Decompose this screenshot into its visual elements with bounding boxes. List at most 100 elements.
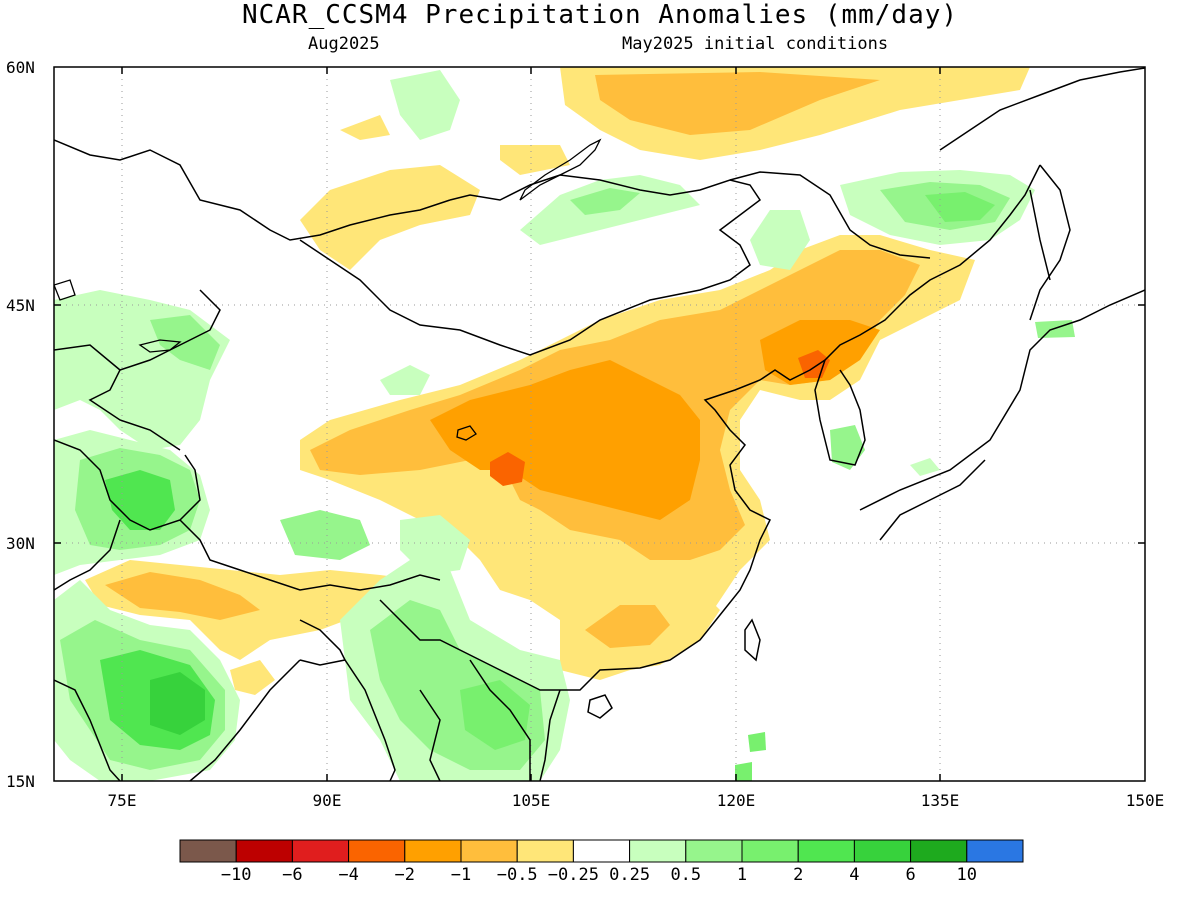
wet-region-ne-china — [750, 210, 810, 270]
plot-frame — [53, 66, 1146, 782]
coastline-india — [54, 679, 121, 781]
valid-month-label: Aug2025 — [308, 34, 380, 54]
wet-region-tarim — [380, 365, 430, 395]
colorbar-label: −2 — [395, 865, 415, 885]
graticule — [54, 67, 1145, 781]
dry-region-kazakh — [340, 115, 390, 140]
border-russia-kazakhstan — [54, 139, 451, 241]
colorbar-label: 0.5 — [670, 865, 701, 885]
coastline-indochina — [539, 689, 561, 781]
lon-label-135e: 135E — [921, 791, 960, 810]
colorbar-label: 6 — [905, 865, 915, 885]
border-bangladesh — [299, 619, 346, 661]
colorbar-label: 2 — [793, 865, 803, 885]
wet-region-sichuan-east — [400, 515, 470, 575]
coastline-india-east — [189, 659, 301, 781]
wet-region-baikal-core — [570, 188, 640, 215]
wet-region-japan — [910, 458, 940, 476]
colorbar-label: −10 — [221, 865, 252, 885]
wet-region-amur-max — [925, 192, 995, 222]
coastline-korea — [814, 359, 866, 466]
lon-label-150e: 150E — [1126, 791, 1165, 810]
lon-label-75e: 75E — [108, 791, 137, 810]
wet-region-pakistan-core — [105, 470, 175, 530]
initial-conditions-label: May2025 initial conditions — [622, 34, 889, 54]
wet-region-luzon — [735, 762, 752, 781]
lat-label-60n: 60N — [6, 58, 35, 77]
border-india-nepal — [179, 519, 441, 591]
border-kazakhstan-china — [119, 289, 221, 371]
colorbar — [179, 839, 1024, 863]
border-thailand — [419, 689, 441, 781]
dry-region-mongolia — [500, 145, 570, 175]
coastline-russia-east — [1029, 164, 1071, 321]
dry-region-china-core — [430, 360, 700, 520]
colorbar-swatch — [516, 839, 574, 863]
lat-label-45n: 45N — [6, 296, 35, 315]
lon-label-120e: 120E — [717, 791, 756, 810]
colorbar-swatch — [460, 839, 518, 863]
dry-region-south-china-core — [585, 605, 670, 648]
coastline-okhotsk — [939, 67, 1145, 151]
colorbar-label: −6 — [282, 865, 302, 885]
colorbar-label: 1 — [737, 865, 747, 885]
colorbar-swatch — [966, 839, 1024, 863]
wet-region-siberia — [390, 70, 460, 140]
colorbar-swatch — [853, 839, 912, 863]
colorbar-swatch — [179, 839, 237, 863]
dry-region-altai — [300, 165, 480, 270]
tick-marks — [54, 67, 1145, 781]
colorbar-label: −1 — [451, 865, 471, 885]
colorbar-label: 10 — [957, 865, 977, 885]
lake-baikal — [519, 138, 602, 201]
anomaly-fields — [54, 67, 1075, 781]
borders — [54, 139, 931, 781]
colorbar-label: 4 — [849, 865, 859, 885]
colorbar-swatch — [235, 839, 293, 863]
dry-region-himalaya-core — [105, 572, 260, 620]
colorbar-swatch — [291, 839, 350, 863]
wet-region-india-peak — [150, 672, 205, 735]
lake-qinghai — [456, 425, 477, 441]
colorbar-swatch — [348, 839, 406, 863]
dry-region-north-core — [595, 72, 880, 135]
colorbar-swatch — [404, 839, 462, 863]
colorbar-swatch — [685, 839, 743, 863]
coastlines — [54, 67, 1145, 781]
coastline-taiwan — [744, 618, 761, 662]
coastline-sakhalin — [1029, 189, 1051, 281]
border-myanmar — [379, 599, 560, 691]
colorbar-swatch — [797, 839, 855, 863]
lakes — [54, 138, 602, 441]
coastline-bay-of-bengal — [299, 659, 396, 781]
colorbar-swatch — [910, 839, 968, 863]
border-afghanistan-pakistan — [54, 439, 201, 531]
wet-region-tibet — [280, 510, 370, 560]
colorbar-label: −4 — [338, 865, 358, 885]
lat-label-15n: 15N — [6, 772, 35, 791]
coastline-japan-south — [879, 459, 986, 541]
coastline-hainan — [587, 694, 613, 719]
border-mongolia — [299, 174, 762, 356]
border-india-pakistan — [54, 519, 121, 591]
colorbar-labels: −10 −6 −4 −2 −1 −0.5 −0.25 0.25 0.5 1 2 4 6 10 — [221, 865, 977, 885]
border-laos-vietnam — [469, 659, 531, 781]
wet-region-indochina-max — [460, 680, 530, 750]
dry-region-india-west — [230, 660, 275, 695]
colorbar-swatch — [629, 839, 687, 863]
lake-balkhash — [138, 339, 182, 353]
lon-label-90e: 90E — [313, 791, 342, 810]
lat-label-30n: 30N — [6, 534, 35, 553]
border-central-asia — [54, 344, 181, 451]
lake-aral — [54, 279, 76, 301]
dry-region-sichuan-max — [490, 452, 525, 486]
wet-region-central-asia — [54, 290, 230, 450]
colorbar-label: −0.25 — [548, 865, 599, 885]
colorbar-swatch — [741, 839, 799, 863]
chart-title: NCAR_CCSM4 Precipitation Anomalies (mm/d… — [241, 0, 959, 30]
coastline-china — [560, 164, 1041, 691]
colorbar-label: −0.5 — [497, 865, 538, 885]
colorbar-swatch — [572, 839, 631, 863]
colorbar-label: 0.25 — [609, 865, 650, 885]
